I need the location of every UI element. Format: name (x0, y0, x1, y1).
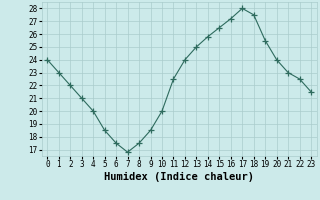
X-axis label: Humidex (Indice chaleur): Humidex (Indice chaleur) (104, 172, 254, 182)
